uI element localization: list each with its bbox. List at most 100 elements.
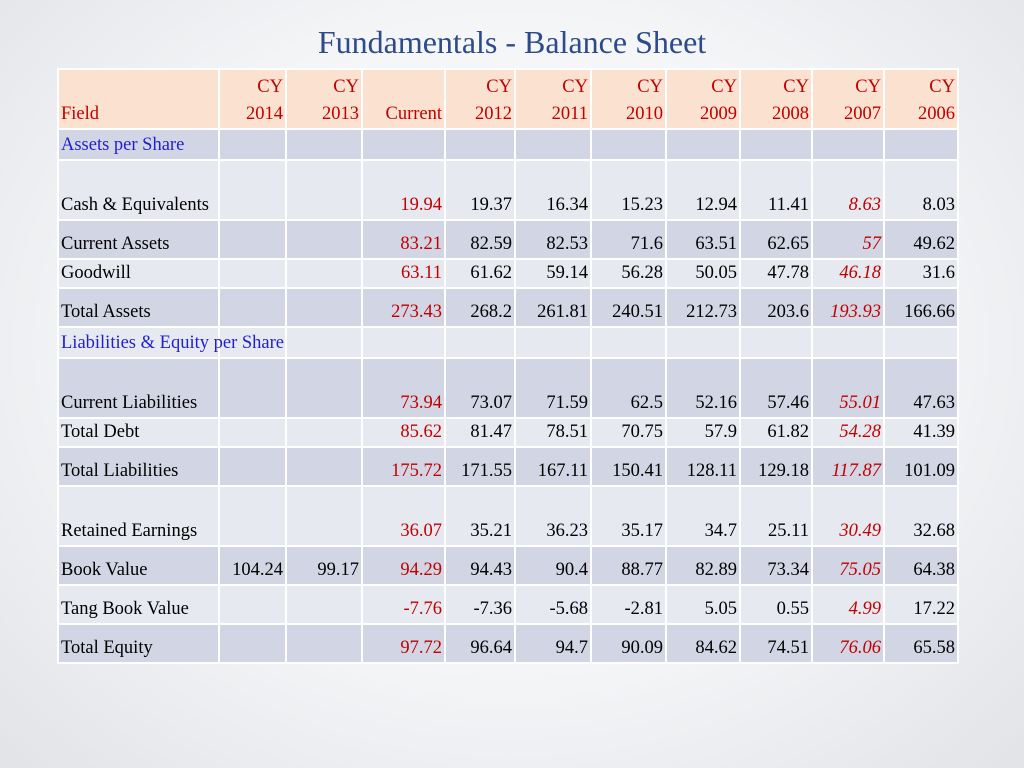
table-cell: 104.24 bbox=[218, 545, 287, 586]
table-cell: 81.47 bbox=[444, 417, 516, 448]
table-cell: 56.28 bbox=[590, 258, 667, 289]
table-cell: 96.64 bbox=[444, 623, 516, 664]
table-row: Tang Book Value -7.76 -7.36 -5.68 -2.81 5.05 0… bbox=[57, 584, 959, 625]
table-cell: 50.05 bbox=[665, 258, 741, 289]
table-cell: 57 bbox=[811, 219, 885, 260]
table-cell bbox=[218, 287, 287, 328]
table-cell bbox=[285, 326, 363, 359]
table-cell: 32.68 bbox=[883, 485, 959, 547]
row-label: Book Value bbox=[57, 545, 220, 586]
table-cell: 35.21 bbox=[444, 485, 516, 547]
table-cell: 90.4 bbox=[514, 545, 592, 586]
table-cell: 83.21 bbox=[361, 219, 446, 260]
table-cell: 46.18 bbox=[811, 258, 885, 289]
table-cell: 41.39 bbox=[883, 417, 959, 448]
table-cell: 65.58 bbox=[883, 623, 959, 664]
table-cell: 76.06 bbox=[811, 623, 885, 664]
table-cell: 175.72 bbox=[361, 446, 446, 487]
table-cell bbox=[218, 485, 287, 547]
table-cell: 61.62 bbox=[444, 258, 516, 289]
table-cell bbox=[444, 128, 516, 161]
column-header: CY 2010 bbox=[590, 68, 667, 130]
table-cell: 61.82 bbox=[739, 417, 813, 448]
table-cell: 94.43 bbox=[444, 545, 516, 586]
table-cell: 31.6 bbox=[883, 258, 959, 289]
row-label: Tang Book Value bbox=[57, 584, 220, 625]
table-cell: 5.05 bbox=[665, 584, 741, 625]
row-label: Retained Earnings bbox=[57, 485, 220, 547]
table-cell bbox=[285, 159, 363, 221]
table-cell: 19.37 bbox=[444, 159, 516, 221]
balance-sheet-table: Field CY 2014 CY 2013 Current CY 2012 CY 201… bbox=[57, 68, 959, 664]
table-cell: 30.49 bbox=[811, 485, 885, 547]
table-cell: 166.66 bbox=[883, 287, 959, 328]
row-label: Cash & Equivalents bbox=[57, 159, 220, 221]
table-cell bbox=[218, 326, 287, 359]
table-cell bbox=[218, 258, 287, 289]
table-cell: 36.23 bbox=[514, 485, 592, 547]
row-label: Total Equity bbox=[57, 623, 220, 664]
table-cell: 82.53 bbox=[514, 219, 592, 260]
table-cell bbox=[218, 584, 287, 625]
table-row: Current Liabilities 73.94 73.07 71.59 62.5 52… bbox=[57, 357, 959, 419]
table-cell bbox=[285, 219, 363, 260]
column-header: CY 2009 bbox=[665, 68, 741, 130]
table-cell: 57.46 bbox=[739, 357, 813, 419]
table-row: Current Assets 83.21 82.59 82.53 71.6 63.51 62… bbox=[57, 219, 959, 260]
section-row: Assets per Share bbox=[57, 128, 959, 161]
table-cell: 150.41 bbox=[590, 446, 667, 487]
table-cell: 203.6 bbox=[739, 287, 813, 328]
table-cell: 97.72 bbox=[361, 623, 446, 664]
table-cell: 35.17 bbox=[590, 485, 667, 547]
table-cell bbox=[218, 357, 287, 419]
table-cell bbox=[739, 128, 813, 161]
column-header: CY 2007 bbox=[811, 68, 885, 130]
table-cell: 129.18 bbox=[739, 446, 813, 487]
table-row: Total Assets 273.43 268.2 261.81 240.51 212.7… bbox=[57, 287, 959, 328]
table-cell: 70.75 bbox=[590, 417, 667, 448]
table-cell bbox=[739, 326, 813, 359]
table-cell bbox=[285, 623, 363, 664]
table-cell bbox=[665, 128, 741, 161]
table-cell: 73.07 bbox=[444, 357, 516, 419]
table-cell bbox=[444, 326, 516, 359]
table-cell: 71.59 bbox=[514, 357, 592, 419]
table-row: Cash & Equivalents 19.94 19.37 16.34 15.23 12… bbox=[57, 159, 959, 221]
table-cell: -7.76 bbox=[361, 584, 446, 625]
table-cell: -7.36 bbox=[444, 584, 516, 625]
table-cell: -5.68 bbox=[514, 584, 592, 625]
table-cell: 212.73 bbox=[665, 287, 741, 328]
table-cell bbox=[285, 446, 363, 487]
table-cell: 19.94 bbox=[361, 159, 446, 221]
table-cell bbox=[811, 128, 885, 161]
table-cell: 8.03 bbox=[883, 159, 959, 221]
table-row: Total Liabilities 175.72 171.55 167.11 150.4… bbox=[57, 446, 959, 487]
table-cell bbox=[218, 446, 287, 487]
column-header: CY 2011 bbox=[514, 68, 592, 130]
table-cell: 36.07 bbox=[361, 485, 446, 547]
table-cell: 47.63 bbox=[883, 357, 959, 419]
table-cell: 63.11 bbox=[361, 258, 446, 289]
table-cell bbox=[285, 287, 363, 328]
column-header: CY 2013 bbox=[285, 68, 363, 130]
table-cell bbox=[514, 128, 592, 161]
section-label: Liabilities & Equity per Share bbox=[57, 326, 284, 359]
table-cell bbox=[665, 326, 741, 359]
table-cell bbox=[218, 159, 287, 221]
column-header: CY 2008 bbox=[739, 68, 813, 130]
table-cell: 128.11 bbox=[665, 446, 741, 487]
table-cell: 63.51 bbox=[665, 219, 741, 260]
column-header: CY 2006 bbox=[883, 68, 959, 130]
table-cell: 59.14 bbox=[514, 258, 592, 289]
table-cell bbox=[883, 128, 959, 161]
table-cell bbox=[218, 128, 287, 161]
table-cell: 82.89 bbox=[665, 545, 741, 586]
table-cell: 8.63 bbox=[811, 159, 885, 221]
table-cell bbox=[361, 326, 446, 359]
column-header: Field bbox=[57, 68, 220, 130]
table-row: Goodwill 63.11 61.62 59.14 56.28 50.05 47.78 46… bbox=[57, 258, 959, 289]
table-cell: 78.51 bbox=[514, 417, 592, 448]
table-cell: 12.94 bbox=[665, 159, 741, 221]
row-label: Total Liabilities bbox=[57, 446, 220, 487]
table-cell: 73.34 bbox=[739, 545, 813, 586]
